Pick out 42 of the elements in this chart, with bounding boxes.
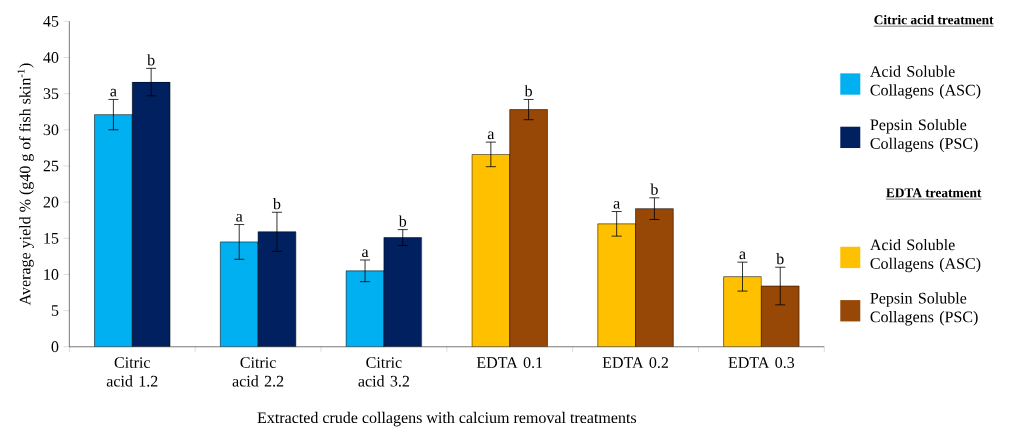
data-label: b: [398, 215, 407, 227]
data-label: b: [524, 85, 532, 97]
data-label: b: [776, 252, 784, 265]
legend-title: Citric acid treatment: [874, 14, 994, 25]
y-tick-label: 25: [43, 160, 59, 172]
legend-label: Acid Soluble Collagens (ASC): [870, 65, 981, 99]
bar: [383, 237, 422, 347]
data-label: b: [650, 183, 658, 195]
bar: [132, 82, 171, 347]
bar: [509, 109, 548, 347]
x-tick-label: EDTA 0.2: [602, 357, 669, 368]
y-tick-label: 35: [43, 88, 59, 99]
x-tick-label: EDTA 0.3: [728, 357, 795, 368]
legend-label: Pepsin Soluble Collagens (PSC): [870, 118, 978, 153]
legend-label: Acid Soluble Collagens (ASC): [870, 238, 981, 273]
x-tick-label: Citric acid 3.2: [358, 357, 410, 387]
x-axis-title: Extracted crude collagens with calcium removal treatments: [257, 411, 637, 427]
data-label: a: [487, 131, 495, 140]
data-label: b: [272, 198, 281, 210]
bar: [635, 208, 674, 347]
y-tick-label: 0: [51, 341, 59, 353]
text: EDTA treatment: [886, 188, 982, 198]
y-axis-title: Average yield % (g40 g of fish skin$^{-1}$): [17, 63, 34, 306]
bar: [761, 285, 800, 347]
legend-label: Pepsin Soluble Collagens (PSC): [870, 292, 978, 326]
data-label: a: [613, 200, 620, 209]
data-label: b: [147, 54, 155, 66]
y-tick-label: 5: [51, 305, 59, 316]
y-tick-label: 40: [43, 52, 59, 63]
bar: [258, 231, 296, 347]
data-label: a: [110, 88, 117, 97]
y-tick-label: 20: [43, 196, 59, 208]
y-tick-label: 10: [44, 268, 59, 280]
x-tick-label: Citric acid 1.2: [106, 357, 158, 387]
y-tick-label: 45: [43, 15, 59, 27]
x-tick-label: Citric acid 2.2: [232, 357, 284, 387]
y-tick-label: 30: [43, 124, 59, 136]
data-label: a: [362, 249, 369, 257]
data-label: a: [739, 251, 746, 260]
y-tick-label: 15: [44, 232, 59, 244]
data-label: a: [236, 213, 243, 222]
x-tick-label: EDTA 0.1: [476, 357, 543, 368]
